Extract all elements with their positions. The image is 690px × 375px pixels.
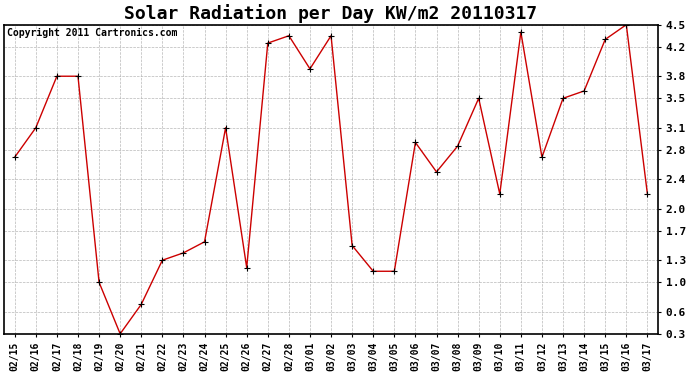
Title: Solar Radiation per Day KW/m2 20110317: Solar Radiation per Day KW/m2 20110317	[124, 4, 538, 23]
Text: Copyright 2011 Cartronics.com: Copyright 2011 Cartronics.com	[8, 28, 178, 38]
